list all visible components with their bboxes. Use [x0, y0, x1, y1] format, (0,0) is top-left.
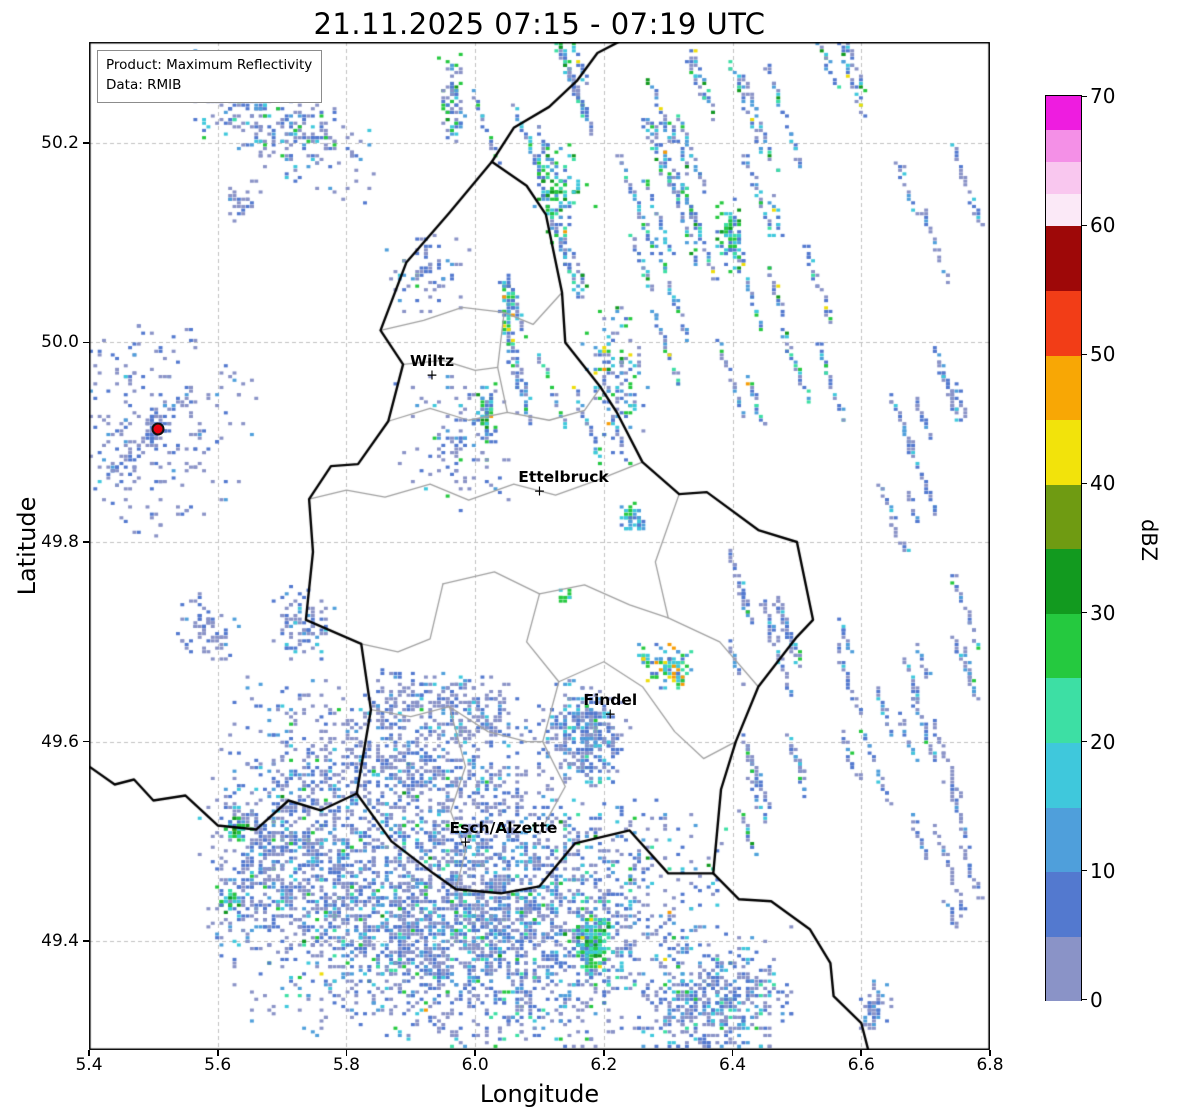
radar-map-canvas — [89, 42, 990, 1050]
y-tick-label: 50.2 — [41, 132, 79, 153]
colorbar-band — [1046, 483, 1081, 550]
colorbar-tick-label: 50 — [1090, 342, 1116, 367]
colorbar-tick-mark — [1082, 95, 1087, 98]
colorbar-label: dBZ — [1137, 518, 1161, 562]
x-tick-label: 6.8 — [976, 1055, 1004, 1075]
city-layer: + Wiltz + Ettelbruck + Findel + Esch/Alzette — [89, 42, 990, 1050]
y-tick-mark — [83, 541, 89, 543]
x-tick-label: 6.4 — [719, 1055, 747, 1075]
y-tick-label: 50.0 — [41, 332, 79, 353]
colorbar-tick-label: 20 — [1090, 729, 1116, 754]
product-line: Product: Maximum Reflectivity — [106, 57, 313, 73]
colorbar-tick-label: 10 — [1090, 858, 1116, 883]
y-tick-mark — [83, 940, 89, 942]
x-axis-label: Longitude — [479, 1080, 600, 1108]
x-tick-mark — [989, 1050, 991, 1056]
colorbar-band — [1046, 870, 1081, 937]
x-tick-mark — [731, 1050, 734, 1056]
colorbar-band — [1046, 418, 1081, 485]
city-plus-marker: + — [459, 834, 472, 851]
city-label: Wiltz — [409, 352, 455, 371]
colorbar-band — [1046, 935, 1081, 1002]
y-tick-mark — [83, 740, 89, 743]
colorbar-band — [1046, 548, 1081, 614]
radar-site-marker — [151, 422, 165, 436]
colorbar-band — [1046, 806, 1081, 873]
product-info-box: Product: Maximum Reflectivity Data: RMIB — [97, 50, 323, 103]
colorbar-tick-mark — [1082, 611, 1087, 614]
x-tick-mark — [860, 1050, 863, 1056]
city-label: Findel — [583, 690, 638, 709]
y-tick-mark — [83, 142, 89, 144]
colorbar-tick-mark — [1082, 224, 1087, 227]
y-axis-label: Latitude — [13, 496, 41, 596]
x-tick-label: 6.0 — [461, 1055, 489, 1075]
colorbar-band — [1046, 225, 1081, 292]
x-tick-mark — [88, 1050, 90, 1056]
colorbar-band — [1046, 677, 1081, 744]
colorbar-tick-mark — [1082, 482, 1087, 485]
colorbar-tick-label: 30 — [1090, 600, 1116, 625]
y-tick-mark — [83, 341, 89, 344]
city-plus-marker: + — [533, 483, 546, 500]
colorbar-band — [1046, 741, 1081, 808]
colorbar-band — [1046, 289, 1081, 356]
figure-title: 21.11.2025 07:15 - 07:19 UTC — [313, 7, 766, 41]
colorbar-tick-mark — [1082, 353, 1087, 356]
y-tick-label: 49.4 — [41, 931, 79, 952]
colorbar-band — [1046, 354, 1081, 421]
colorbar-tick-label: 60 — [1090, 213, 1116, 238]
colorbar-tick-label: 70 — [1090, 84, 1116, 109]
colorbar-band — [1046, 160, 1081, 195]
colorbar-tick-mark — [1082, 869, 1087, 872]
colorbar-band — [1046, 192, 1081, 227]
colorbar-band — [1046, 128, 1081, 162]
data-source-line: Data: RMIB — [106, 77, 182, 94]
colorbar — [1045, 95, 1082, 1002]
x-tick-label: 5.8 — [332, 1055, 360, 1075]
y-tick-label: 49.6 — [41, 731, 79, 752]
x-tick-mark — [474, 1050, 476, 1056]
city-plus-marker: + — [426, 367, 438, 384]
colorbar-tick-label: 40 — [1090, 471, 1116, 496]
colorbar-tick-mark — [1082, 998, 1087, 1001]
y-tick-label: 49.8 — [41, 532, 79, 552]
x-tick-mark — [216, 1050, 219, 1056]
map-plot: Product: Maximum Reflectivity Data: RMIB… — [89, 42, 990, 1050]
x-tick-label: 5.6 — [204, 1055, 232, 1075]
x-tick-label: 5.4 — [75, 1055, 103, 1075]
colorbar-band — [1046, 612, 1081, 679]
city-label: Esch/Alzette — [449, 819, 558, 838]
colorbar-band — [1046, 96, 1081, 130]
x-tick-label: 6.6 — [847, 1055, 875, 1075]
colorbar-tick-label: 0 — [1090, 987, 1103, 1012]
x-tick-mark — [603, 1050, 605, 1056]
city-plus-marker: + — [604, 706, 617, 723]
x-tick-label: 6.2 — [590, 1055, 618, 1075]
city-label: Ettelbruck — [518, 468, 609, 487]
x-tick-mark — [345, 1050, 348, 1056]
colorbar-tick-mark — [1082, 740, 1087, 743]
